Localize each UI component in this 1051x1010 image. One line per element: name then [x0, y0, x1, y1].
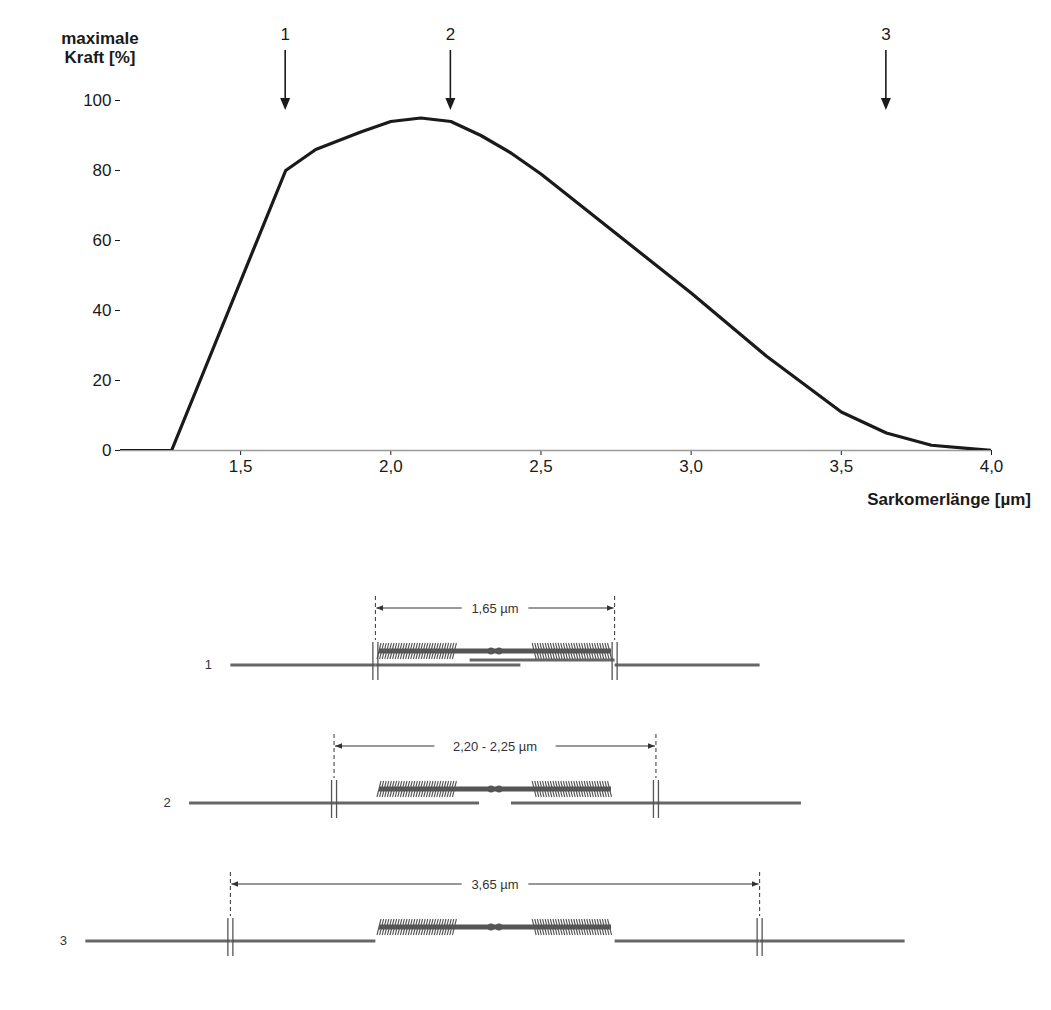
svg-text:2,5: 2,5 [529, 457, 553, 476]
svg-text:0: 0 [102, 441, 111, 460]
svg-text:1,65 µm: 1,65 µm [471, 601, 518, 616]
svg-text:60: 60 [93, 231, 112, 250]
svg-text:1: 1 [280, 25, 289, 44]
svg-text:4,0: 4,0 [980, 457, 1004, 476]
svg-text:2,0: 2,0 [379, 457, 403, 476]
svg-text:3,5: 3,5 [830, 457, 854, 476]
svg-text:3,0: 3,0 [679, 457, 703, 476]
svg-text:40: 40 [93, 301, 112, 320]
svg-text:2: 2 [163, 795, 170, 810]
svg-text:2: 2 [446, 25, 455, 44]
svg-text:100: 100 [83, 91, 111, 110]
svg-text:1,5: 1,5 [229, 457, 253, 476]
svg-text:3: 3 [881, 25, 890, 44]
svg-text:20: 20 [93, 371, 112, 390]
svg-text:Sarkomerlänge [µm]: Sarkomerlänge [µm] [867, 490, 1031, 509]
svg-text:maximaleKraft [%]: maximaleKraft [%] [61, 29, 139, 67]
svg-text:80: 80 [93, 161, 112, 180]
svg-text:1: 1 [205, 657, 212, 672]
svg-text:2,20 - 2,25 µm: 2,20 - 2,25 µm [453, 739, 537, 754]
svg-text:3,65 µm: 3,65 µm [471, 877, 518, 892]
svg-text:3: 3 [60, 933, 67, 948]
